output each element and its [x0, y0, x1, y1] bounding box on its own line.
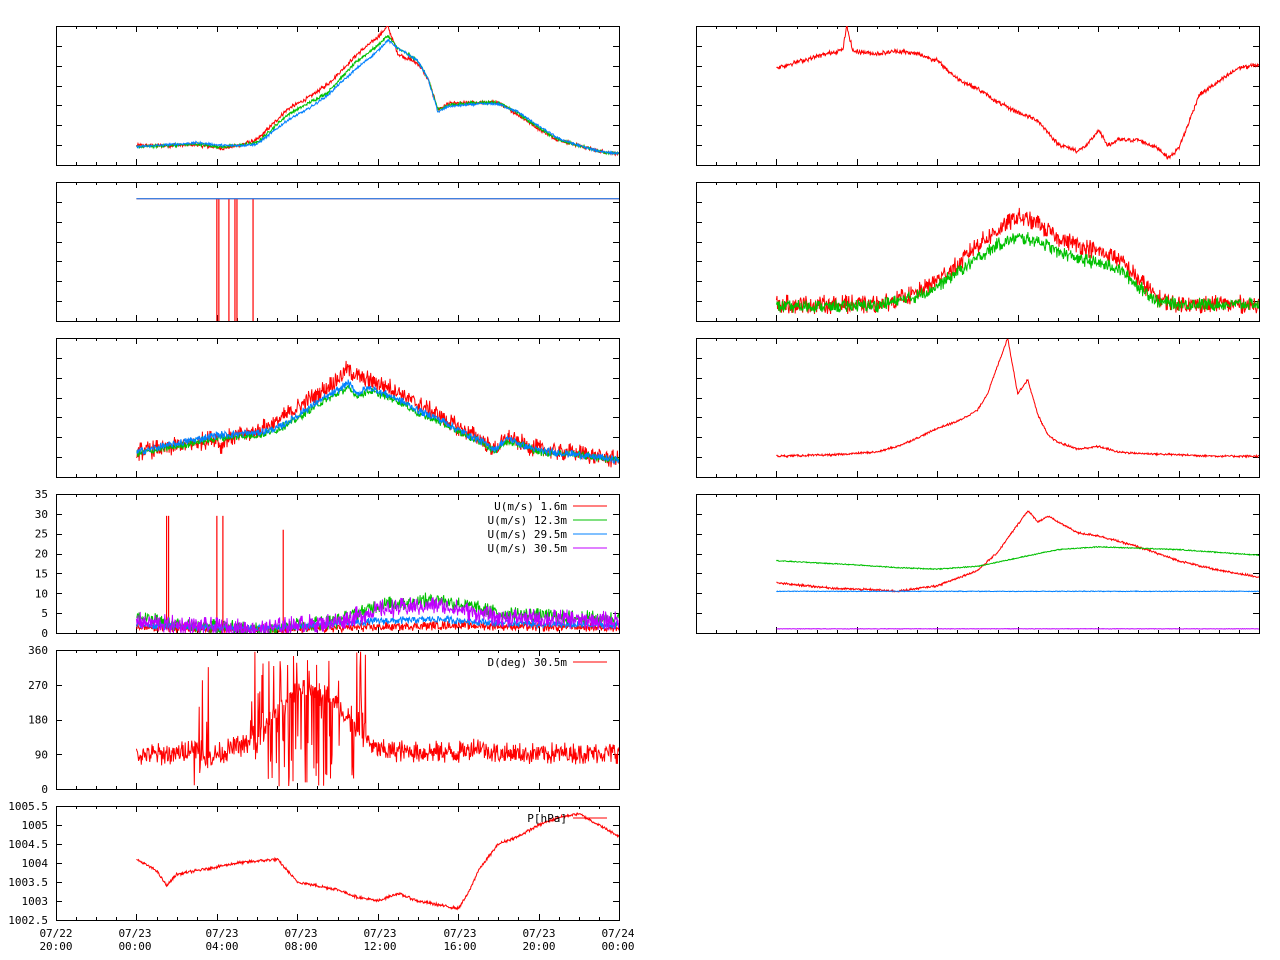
x-tick-time-6: 20:00: [522, 940, 555, 953]
x-tick-date-6: 07/23: [522, 927, 555, 940]
series-red: [135, 651, 619, 787]
series-red: [136, 811, 619, 911]
x-tick-time-3: 08:00: [284, 940, 317, 953]
x-tick-date-3: 07/23: [284, 927, 317, 940]
series-blue: [136, 38, 619, 156]
series-red: [776, 26, 1259, 160]
x-tick-date-1: 07/23: [118, 927, 151, 940]
series-group: [136, 360, 619, 468]
y-tick-label: 1002.5: [8, 914, 48, 927]
legend-label: U(m/s) 1.6m: [494, 500, 567, 513]
x-tick-date-0: 07/22: [39, 927, 72, 940]
chart-left-2: [56, 182, 620, 322]
y-tick-label: 0: [41, 783, 48, 796]
legend-label: P[hPa]: [527, 812, 567, 825]
x-tick-date-4: 07/23: [363, 927, 396, 940]
y-tick-label: 15: [35, 567, 48, 580]
chart-left-3: [56, 338, 620, 478]
series-green: [776, 545, 1259, 571]
series-group: [776, 510, 1259, 630]
y-tick-label: 1004.5: [8, 838, 48, 851]
x-tick-time-1: 00:00: [118, 940, 151, 953]
legend-label: U(m/s) 29.5m: [488, 528, 568, 541]
y-tick-label: 5: [41, 607, 48, 620]
series-red: [136, 360, 619, 468]
series-group: [775, 207, 1259, 315]
chart-right-3: [696, 338, 1260, 478]
y-tick-label: 360: [28, 644, 48, 657]
y-tick-label: 1005: [22, 819, 49, 832]
y-tick-label: 90: [35, 748, 48, 761]
x-tick-date-2: 07/23: [205, 927, 238, 940]
series-group: [135, 26, 619, 157]
series-red: [776, 510, 1259, 593]
series-green: [775, 232, 1259, 313]
y-tick-label: 35: [35, 488, 48, 501]
x-tick-time-2: 04:00: [205, 940, 238, 953]
series-group: [776, 338, 1259, 459]
y-tick-label: 20: [35, 548, 48, 561]
legend-label: U(m/s) 12.3m: [488, 514, 568, 527]
x-tick-time-5: 16:00: [443, 940, 476, 953]
y-tick-label: 1004: [22, 857, 49, 870]
x-tick-date-7: 07/24: [601, 927, 634, 940]
y-tick-label: 30: [35, 508, 48, 521]
y-tick-label: 10: [35, 587, 48, 600]
y-tick-label: 270: [28, 679, 48, 692]
y-tick-label: 25: [35, 528, 48, 541]
chart-right-2: [696, 182, 1260, 322]
x-tick-time-0: 20:00: [39, 940, 72, 953]
y-tick-label: 1003.5: [8, 876, 48, 889]
legend-label: D(deg) 30.5m: [488, 656, 568, 669]
y-tick-label: 1003: [22, 895, 49, 908]
chart-left-5: 0 90 180 270 360 D(deg) 30.5m: [28, 644, 620, 796]
chart-left-1: [56, 26, 620, 166]
x-tick-time-4: 12:00: [363, 940, 396, 953]
series-blue: [776, 590, 1259, 593]
y-tick-label: 1005.5: [8, 800, 48, 813]
series-blue: [136, 379, 619, 465]
y-tick-label: 180: [28, 714, 48, 727]
x-axis-tick-labels: 07/22 20:00 07/23 00:00 07/23 04:00 07/2…: [39, 927, 634, 953]
series-group: [135, 515, 619, 633]
series-group: [136, 198, 619, 321]
series-purple: [776, 627, 1259, 630]
legend-label: U(m/s) 30.5m: [488, 542, 568, 555]
x-tick-time-7: 00:00: [601, 940, 634, 953]
y-tick-label: 0: [41, 627, 48, 640]
series-group: [136, 811, 619, 911]
series-purple: [135, 597, 619, 633]
x-tick-date-5: 07/23: [443, 927, 476, 940]
chart-right-4: [696, 494, 1260, 634]
series-group: [135, 651, 619, 787]
chart-right-1: [696, 26, 1260, 166]
series-red: [776, 338, 1259, 459]
series-group: [776, 26, 1259, 160]
chart-left-6: 1002.5 1003 1003.5 1004 1004.5 1005 1005.5 P[hP…: [8, 800, 620, 927]
